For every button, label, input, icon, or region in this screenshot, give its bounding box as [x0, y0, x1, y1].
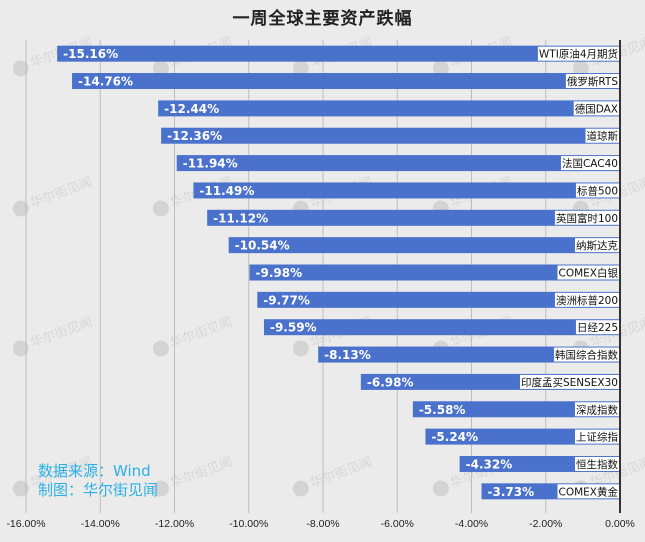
- x-tick-label: -12.00%: [155, 518, 194, 530]
- data-label: -5.24%: [431, 430, 478, 444]
- data-label: -5.58%: [419, 403, 466, 417]
- x-axis: -16.00% -14.00% -12.00% -10.00% -8.00% -6.00%…: [6, 40, 635, 530]
- category-label: 德国DAX: [575, 102, 618, 115]
- bar: [318, 346, 620, 363]
- data-source-text: 数据来源：Wind: [38, 462, 151, 480]
- bar: [257, 291, 620, 308]
- data-label: -4.32%: [466, 457, 513, 471]
- category-label-bg: [573, 101, 619, 116]
- data-label: -8.13%: [324, 348, 371, 362]
- bar: [193, 182, 620, 199]
- bar: [57, 45, 621, 62]
- chart-title: 一周全球主要资产跌幅: [232, 9, 413, 29]
- x-tick-label: -16.00%: [6, 518, 45, 530]
- bar: [228, 237, 620, 254]
- bars: [57, 45, 621, 500]
- category-label: COMEX白银: [559, 267, 619, 280]
- category-label: 印度孟买SENSEX30: [521, 376, 618, 389]
- data-label: -6.98%: [367, 375, 414, 389]
- category-label: 英国富时100: [556, 212, 618, 225]
- category-label-bg: [565, 74, 620, 89]
- category-label-bg: [575, 183, 619, 198]
- data-label: -3.73%: [488, 485, 535, 499]
- x-tick-label: -2.00%: [529, 518, 562, 530]
- x-tick-label: 0.00%: [605, 518, 635, 530]
- x-tick-label: -8.00%: [306, 518, 339, 530]
- source-note: 数据来源：Wind 制图：华尔街见闻: [38, 462, 158, 500]
- category-label-bg: [537, 46, 619, 61]
- x-tick-label: -10.00%: [229, 518, 268, 530]
- category-label-bg: [575, 320, 619, 335]
- bar: [425, 428, 620, 445]
- x-tick-label: -6.00%: [381, 518, 414, 530]
- category-label: 深成指数: [576, 403, 618, 416]
- category-label: 俄罗斯RTS: [567, 75, 618, 88]
- bar: [161, 127, 620, 144]
- bar: [72, 73, 620, 90]
- category-label: 法国CAC40: [562, 157, 618, 170]
- bar: [207, 209, 621, 226]
- category-label-bg: [585, 128, 620, 143]
- category-label-bg: [554, 210, 619, 225]
- category-label: 澳洲标普200: [556, 294, 618, 307]
- category-label: 韩国综合指数: [555, 349, 618, 362]
- data-label: -12.36%: [167, 129, 222, 143]
- category-label-bg: [575, 238, 620, 253]
- category-label: 纳斯达克: [576, 239, 618, 252]
- category-label-bg: [557, 265, 620, 280]
- data-label: -15.16%: [63, 47, 118, 61]
- category-label-bg: [575, 402, 620, 417]
- data-label: -11.94%: [183, 157, 238, 171]
- value-labels: -15.16% -14.76% -12.44% -12.36% -11.94% -11.4…: [63, 47, 534, 499]
- data-label: -11.49%: [199, 184, 254, 198]
- category-label: 道琼斯: [587, 130, 619, 143]
- data-label: -9.59%: [270, 321, 317, 335]
- x-tick-label: -4.00%: [455, 518, 488, 530]
- bar: [263, 319, 620, 336]
- data-label: -10.54%: [235, 239, 290, 253]
- x-tick-label: -14.00%: [81, 518, 120, 530]
- bar: [412, 401, 620, 418]
- category-label-bg: [557, 484, 620, 499]
- category-label: 恒生指数: [576, 458, 618, 471]
- category-label: COMEX黄金: [559, 485, 619, 498]
- data-label: -9.77%: [263, 293, 310, 307]
- category-label: 日经225: [577, 321, 618, 334]
- category-label-bg: [519, 374, 619, 389]
- data-label: -11.12%: [213, 211, 268, 225]
- category-label-bg: [554, 347, 620, 362]
- bar: [158, 100, 621, 117]
- chart-maker-text: 制图：华尔街见闻: [38, 481, 159, 499]
- category-label-bg: [554, 292, 619, 307]
- category-label: WTI原油4月期货: [539, 48, 618, 61]
- category-label-bg: [575, 456, 620, 471]
- category-label-bg: [575, 429, 620, 444]
- bar: [249, 264, 620, 281]
- data-label: -12.44%: [164, 102, 219, 116]
- data-label: -9.98%: [255, 266, 302, 280]
- data-label: -14.76%: [78, 75, 133, 89]
- category-label-bg: [560, 156, 619, 171]
- bar: [176, 155, 621, 172]
- category-label: 上证综指: [576, 431, 618, 444]
- category-label: 标普500: [577, 184, 618, 197]
